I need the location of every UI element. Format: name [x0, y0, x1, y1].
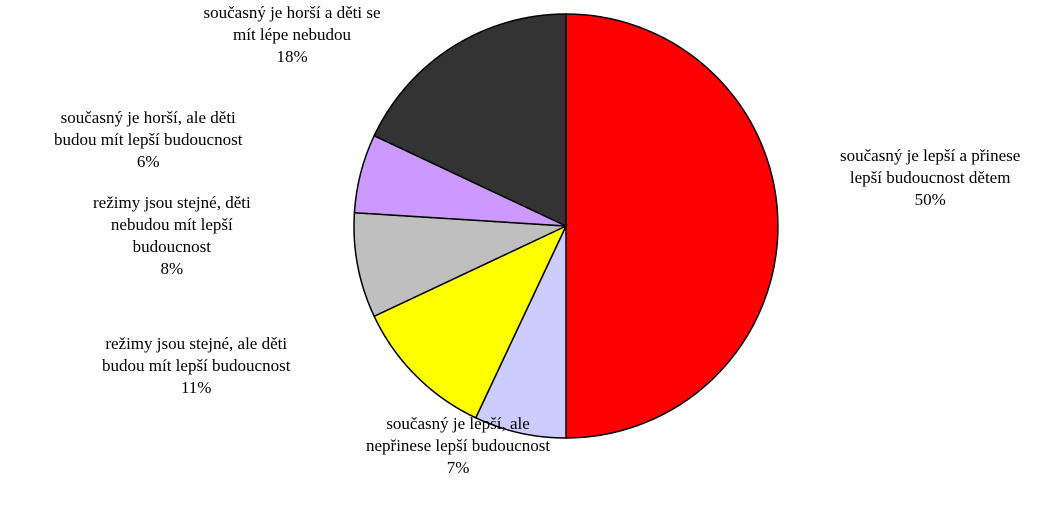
pie-slice-4: [353, 211, 567, 318]
slice-label-line: režimy jsou stejné, děti: [93, 193, 251, 212]
slice-percent-label: 7%: [446, 458, 470, 477]
pie-slice-6: [373, 13, 567, 228]
slice-label-line: budoucnost: [132, 237, 212, 256]
slice-label-3: režimy jsou stejné, ale děti budou mít le…: [102, 333, 290, 399]
slice-label-line: současný je horší a děti se: [203, 3, 381, 22]
slice-percent-label: 18%: [276, 47, 308, 66]
slice-label-line: mít lépe nebudou: [233, 25, 352, 44]
slice-label-line: nebudou mít lepší: [110, 215, 233, 234]
slice-label-line: lepší budoucnost dětem: [849, 168, 1011, 187]
slice-label-6: současný je horší a děti se mít lépe nebu…: [204, 2, 381, 68]
slice-percent-label: 8%: [160, 259, 184, 278]
slice-label-line: současný je horší, ale děti: [60, 108, 236, 127]
slice-label-5: současný je horší, ale děti budou mít lep…: [54, 107, 242, 173]
pie-slice-1: [565, 13, 779, 439]
slice-label-1: současný je lepší a přinese lepší budoucn…: [840, 145, 1020, 211]
slice-label-line: současný je lepší, ale: [386, 414, 530, 433]
slice-label-line: režimy jsou stejné, ale děti: [105, 334, 288, 353]
slice-label-line: současný je lepší a přinese: [840, 146, 1021, 165]
slice-label-2: současný je lepší, ale nepřinese lepší bu…: [366, 413, 550, 479]
slice-percent-label: 6%: [136, 152, 160, 171]
slice-percent-label: 11%: [180, 378, 212, 397]
slice-label-4: režimy jsou stejné, děti nebudou mít lepš…: [93, 192, 251, 280]
slice-label-line: budou mít lepší budoucnost: [102, 356, 291, 375]
slice-label-line: nepřinese lepší budoucnost: [366, 436, 551, 455]
slice-percent-label: 50%: [914, 190, 946, 209]
pie-slice-3: [373, 224, 568, 419]
slice-label-line: budou mít lepší budoucnost: [54, 130, 243, 149]
